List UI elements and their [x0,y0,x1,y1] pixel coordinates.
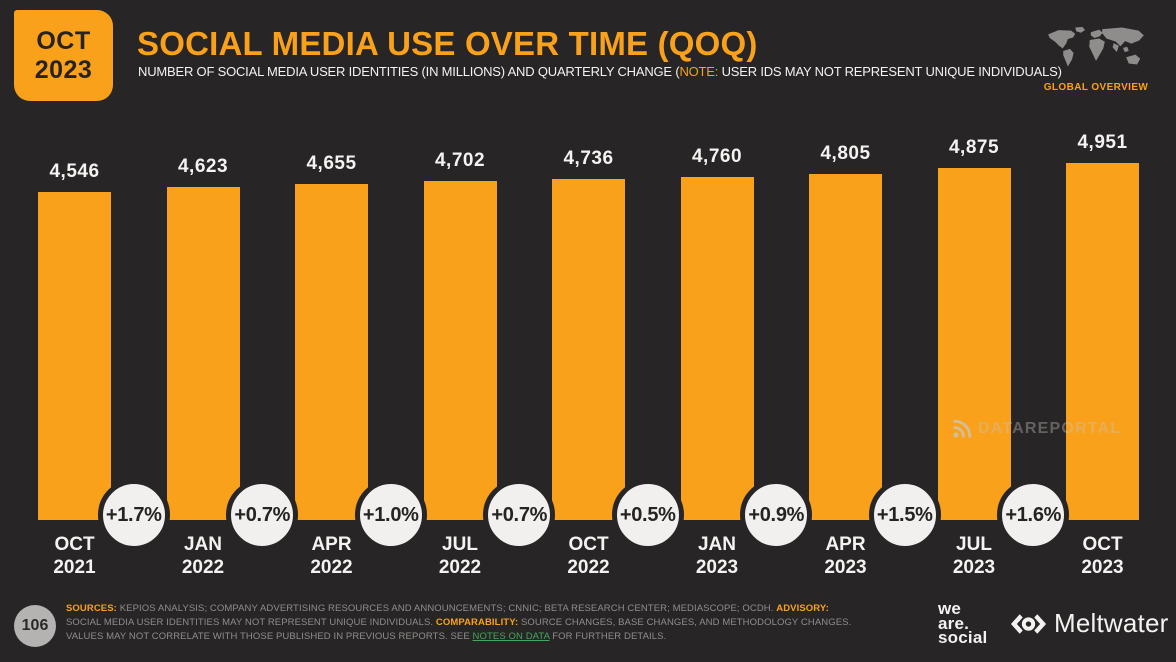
bar-oct-2022 [552,179,625,520]
comparability-label: COMPARABILITY: [435,617,519,628]
x-axis-label-line: 2022 [438,557,482,578]
bar-apr-2022 [295,184,368,520]
we-are-social-logo: we are. social [938,599,988,647]
qoq-change-badge: +1.6% [997,479,1070,551]
qoq-change-badge: +1.0% [354,479,427,551]
x-axis-label-line: JUL [956,534,992,555]
notes-on-data-link[interactable]: NOTES ON DATA [472,631,550,642]
we-are-social-line: we [938,599,962,618]
bar-jul-2023 [937,168,1011,520]
we-are-social-line: are. [938,613,970,633]
page-number-badge: 106 [14,605,56,647]
x-axis-label-line: JAN [697,534,736,555]
date-badge-year: 2023 [34,55,93,84]
qoq-change-badge: +0.9% [740,479,813,551]
we-are-social-line: social [938,628,988,647]
bar-oct-2023 [1066,163,1139,520]
x-axis-label-line: JUL [442,534,478,555]
advisory-label: ADVISORY: [776,603,829,614]
x-axis-label: APR 2022 [267,533,396,579]
bar-jan-2023 [680,177,754,520]
qoq-change-badge: +1.7% [97,479,170,551]
global-overview: GLOBAL OVERVIEW [1040,26,1152,93]
bar-value-label: 4,760 [691,146,743,167]
bar-value-label: 4,951 [1077,132,1128,153]
bar-jan-2022 [166,187,240,520]
qoq-change-badge: +0.5% [611,479,684,551]
x-axis-label-line: 2021 [53,557,96,578]
bar-value-label: 4,875 [948,137,1000,158]
meltwater-icon [1010,613,1047,634]
page-title: SOCIAL MEDIA USE OVER TIME (QOQ) [137,25,758,62]
x-axis-label-line: 2023 [695,557,739,578]
x-axis-label: OCT 2023 [1038,533,1167,579]
x-axis-label-line: 2022 [181,557,225,578]
x-axis-label: OCT 2021 [10,533,139,579]
x-axis-label-line: OCT [54,534,95,555]
bar-value-label: 4,623 [177,156,229,177]
qoq-change-badge: +1.5% [868,479,941,551]
meltwater-logo: Meltwater [1010,608,1169,639]
x-axis-label-line: 2023 [1081,557,1124,578]
global-overview-label: GLOBAL OVERVIEW [1043,82,1149,93]
notes-tail: FOR FURTHER DETAILS. [549,631,667,642]
x-axis-label: JAN 2023 [653,533,782,579]
x-axis-label-line: 2022 [310,557,353,578]
advisory-text: SOCIAL MEDIA USER IDENTITIES MAY NOT REP… [66,617,436,628]
x-axis-label: JUL 2023 [910,533,1039,579]
date-badge-month: OCT [36,26,91,55]
x-axis-label-line: APR [825,534,866,555]
bar-value-label: 4,655 [306,153,357,174]
watermark: DATAREPORTAL [951,418,1121,440]
x-axis-label-line: OCT [1082,534,1123,555]
sources-label: SOURCES: [66,603,117,614]
x-axis-label: JUL 2022 [396,533,525,579]
bar-value-label: 4,546 [49,161,100,182]
bar-jul-2022 [423,181,497,520]
date-badge: OCT 2023 [14,10,113,101]
datareportal-icon [953,419,972,438]
x-axis-label-line: OCT [568,534,609,555]
bar-value-label: 4,736 [563,148,614,169]
bar-apr-2023 [809,174,882,520]
page-subtitle: NUMBER OF SOCIAL MEDIA USER IDENTITIES (… [138,64,1062,79]
x-axis-label-line: 2023 [824,557,867,578]
bar-value-label: 4,702 [434,150,486,171]
subtitle-text: NUMBER OF SOCIAL MEDIA USER IDENTITIES (… [138,64,680,79]
x-axis-label: JAN 2022 [139,533,268,579]
subtitle-note: NOTE: [679,64,719,79]
qoq-change-badge: +0.7% [483,479,556,551]
x-axis-label-line: JAN [183,534,222,555]
page-number: 106 [21,617,49,634]
x-axis-label: OCT 2022 [524,533,653,579]
x-axis-label-line: 2023 [952,557,996,578]
meltwater-text: Meltwater [1054,608,1169,638]
x-axis-label-line: APR [311,534,352,555]
bar-chart: 4,546 OCT 2021 4,623 JAN 2022 4,655 APR 2022 4,70… [38,132,1139,578]
watermark-text: DATAREPORTAL [978,420,1122,437]
comparability-text: SOURCE CHANGES, BASE CHANGES, AND METHOD… [66,617,852,642]
subtitle-text-tail: USER IDS MAY NOT REPRESENT UNIQUE INDIVI… [718,64,1062,79]
qoq-change-badge: +0.7% [226,479,299,551]
bar-value-label: 4,805 [820,143,871,164]
sources-text: KEPIOS ANALYSIS; COMPANY ADVERTISING RES… [116,603,777,614]
bar-oct-2021 [38,192,111,520]
footer-notes: SOURCES: KEPIOS ANALYSIS; COMPANY ADVERT… [66,602,866,644]
x-axis-label: APR 2023 [781,533,910,579]
x-axis-label-line: 2022 [567,557,610,578]
world-map-icon [1048,27,1144,67]
